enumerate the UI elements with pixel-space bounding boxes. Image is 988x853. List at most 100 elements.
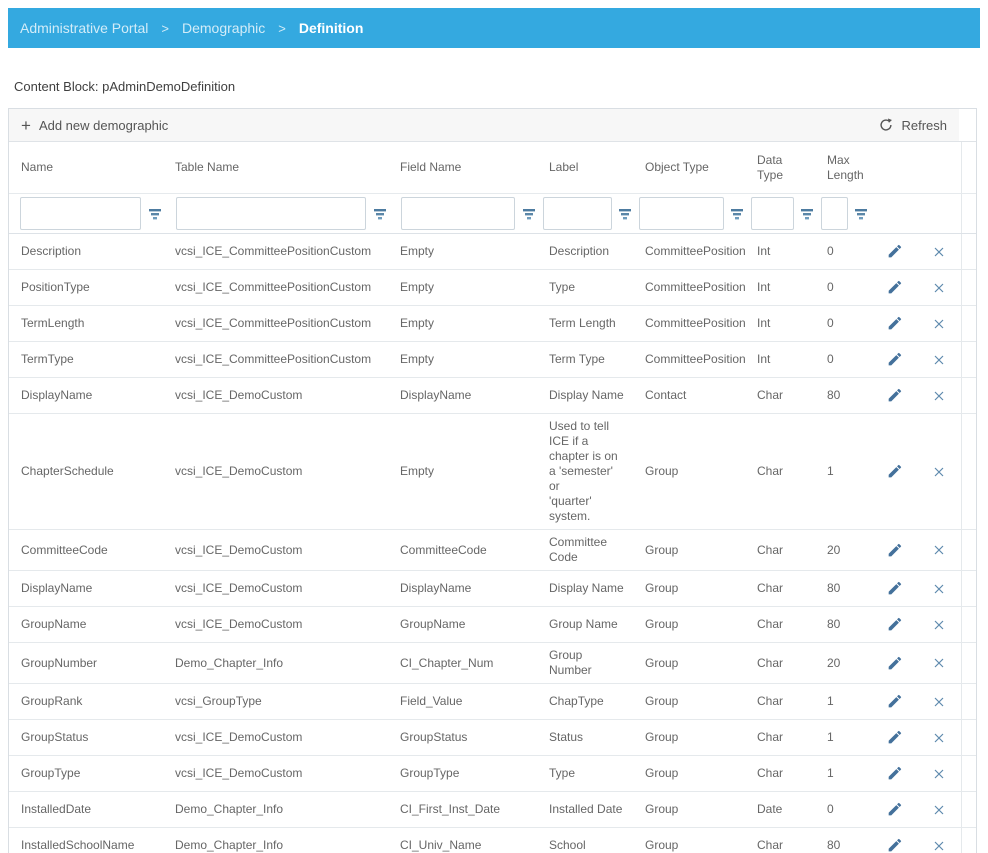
edit-row-button[interactable] — [885, 615, 904, 634]
column-header-object-type[interactable]: Object Type — [645, 160, 709, 174]
delete-row-button[interactable] — [930, 654, 948, 672]
cell-field-name: CI_Chapter_Num — [400, 655, 494, 670]
pencil-icon — [887, 694, 902, 709]
delete-row-button[interactable] — [930, 463, 948, 481]
edit-row-button[interactable] — [885, 541, 904, 560]
delete-row-button[interactable] — [930, 387, 948, 405]
x-icon — [932, 618, 946, 632]
cell-field-name: Empty — [400, 280, 435, 294]
cell-max-length: 20 — [827, 655, 841, 670]
edit-row-button[interactable] — [885, 350, 904, 369]
cell-label: Group Name — [549, 617, 618, 631]
row-spacer — [961, 234, 978, 269]
edit-row-button[interactable] — [885, 728, 904, 747]
x-icon — [932, 656, 946, 670]
filter-cell-field-name — [390, 197, 539, 230]
cell-field-name: Field_Value — [400, 694, 463, 708]
cell-data-type: Char — [757, 694, 784, 708]
column-header-data-type[interactable]: Data Type — [757, 152, 784, 182]
add-new-demographic-button[interactable]: Add new demographic — [9, 109, 180, 141]
cell-field-name: CommitteeCode — [400, 542, 487, 557]
filter-funnel-icon[interactable] — [853, 206, 869, 222]
edit-row-button[interactable] — [885, 654, 904, 673]
delete-row-button[interactable] — [930, 837, 948, 853]
delete-row-button[interactable] — [930, 693, 948, 711]
filter-name-input[interactable] — [20, 197, 141, 230]
filter-funnel-icon[interactable] — [521, 206, 537, 222]
refresh-button[interactable]: Refresh — [867, 109, 959, 141]
delete-row-button[interactable] — [930, 243, 948, 261]
breadcrumb-administrative-portal[interactable]: Administrative Portal — [20, 20, 149, 36]
filter-spacer — [961, 194, 978, 233]
delete-row-button[interactable] — [930, 541, 948, 559]
cell-data-type: Char — [757, 617, 784, 631]
filter-label-input[interactable] — [543, 197, 612, 230]
cell-field-name: CI_Univ_Name — [400, 838, 482, 852]
cell-data-type: Int — [757, 352, 771, 366]
filter-cell-table-name — [165, 197, 390, 230]
edit-row-button[interactable] — [885, 314, 904, 333]
edit-row-button[interactable] — [885, 692, 904, 711]
row-spacer — [961, 270, 978, 305]
edit-row-button[interactable] — [885, 386, 904, 405]
cell-table-name: vcsi_ICE_CommitteePositionCustom — [175, 316, 372, 330]
cell-max-length: 0 — [827, 244, 834, 258]
filter-funnel-icon[interactable] — [799, 206, 815, 222]
delete-row-button[interactable] — [930, 351, 948, 369]
cell-table-name: vcsi_ICE_CommitteePositionCustom — [175, 352, 372, 366]
edit-row-button[interactable] — [885, 764, 904, 783]
cell-object-type: Group — [645, 617, 679, 631]
cell-label: School — [549, 838, 586, 852]
row-spacer — [961, 720, 978, 755]
edit-row-button[interactable] — [885, 462, 904, 481]
edit-row-button[interactable] — [885, 836, 904, 853]
delete-row-button[interactable] — [930, 580, 948, 598]
delete-row-button[interactable] — [930, 279, 948, 297]
pencil-icon — [887, 388, 902, 403]
edit-row-button[interactable] — [885, 242, 904, 261]
filter-field-name-input[interactable] — [401, 197, 515, 230]
filter-data-type-input[interactable] — [751, 197, 794, 230]
delete-row-button[interactable] — [930, 729, 948, 747]
cell-object-type: Contact — [645, 388, 687, 402]
filter-funnel-icon[interactable] — [372, 206, 388, 222]
column-header-table-name[interactable]: Table Name — [175, 160, 240, 174]
cell-max-length: 80 — [827, 388, 841, 402]
pencil-icon — [887, 617, 902, 632]
filter-table-name-input[interactable] — [176, 197, 366, 230]
breadcrumb-demographic[interactable]: Demographic — [181, 20, 266, 36]
cell-name: ChapterSchedule — [21, 464, 114, 478]
column-header-label[interactable]: Label — [549, 160, 579, 174]
filter-object-type-input[interactable] — [639, 197, 724, 230]
cell-name: GroupType — [21, 766, 81, 780]
page: Administrative Portal > Demographic > De… — [0, 8, 988, 853]
content-block-label: Content Block: pAdminDemoDefinition — [14, 79, 236, 94]
column-header-max-length[interactable]: Max Length — [827, 152, 864, 182]
delete-row-button[interactable] — [930, 765, 948, 783]
cell-label: Term Length — [549, 316, 616, 330]
column-header-name[interactable]: Name — [21, 160, 54, 174]
filter-max-length-input[interactable] — [821, 197, 848, 230]
delete-row-button[interactable] — [930, 315, 948, 333]
cell-label: ChapType — [549, 694, 604, 708]
edit-row-button[interactable] — [885, 800, 904, 819]
cell-label: Used to tell ICE if a chapter is on a 's… — [549, 419, 618, 523]
delete-row-button[interactable] — [930, 616, 948, 634]
table-row: DisplayName vcsi_ICE_DemoCustom DisplayN… — [9, 378, 976, 414]
delete-row-button[interactable] — [930, 801, 948, 819]
pencil-icon — [887, 656, 902, 671]
filter-funnel-icon[interactable] — [147, 206, 163, 222]
column-header-field-name[interactable]: Field Name — [400, 160, 462, 174]
cell-field-name: DisplayName — [400, 581, 472, 595]
edit-row-button[interactable] — [885, 579, 904, 598]
filter-funnel-icon[interactable] — [729, 206, 745, 222]
cell-label: Term Type — [549, 352, 605, 366]
filter-funnel-icon[interactable] — [617, 206, 633, 222]
row-spacer — [961, 414, 978, 529]
cell-object-type: Group — [645, 802, 679, 816]
cell-max-length: 80 — [827, 581, 841, 595]
cell-label: Committee Code — [549, 535, 608, 564]
cell-name: DisplayName — [21, 388, 93, 402]
cell-max-length: 1 — [827, 694, 834, 708]
edit-row-button[interactable] — [885, 278, 904, 297]
